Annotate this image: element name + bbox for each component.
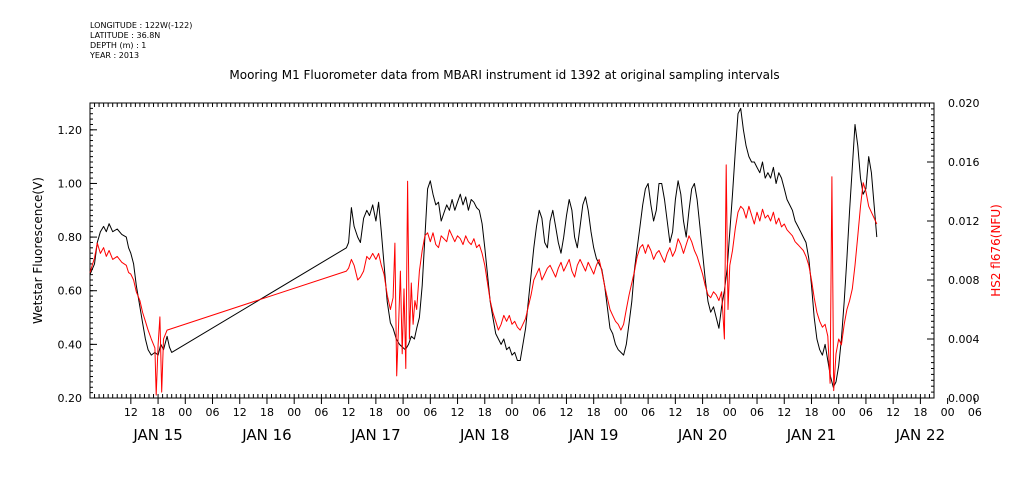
x-tick-label: 00 <box>505 406 519 419</box>
longitude-text: LONGITUDE : 122W(-122) <box>90 21 193 30</box>
y-left-tick-label: 0.40 <box>58 338 83 351</box>
y-right-tick-label: 0.000 <box>948 392 980 405</box>
x-tick-label: 12 <box>668 406 682 419</box>
x-tick-label: 00 <box>287 406 301 419</box>
y-right-axis-label: HS2 fl676(NFU) <box>989 204 1003 297</box>
x-day-label: JAN 21 <box>786 426 837 444</box>
chart-series <box>89 107 878 396</box>
series-line-wetstar <box>89 107 878 388</box>
x-day-label: JAN 15 <box>132 426 183 444</box>
x-tick-label: 00 <box>614 406 628 419</box>
x-tick-label: 18 <box>696 406 710 419</box>
year-text: YEAR : 2013 <box>90 51 140 60</box>
x-day-label: JAN 19 <box>568 426 619 444</box>
x-tick-label: 18 <box>804 406 818 419</box>
x-day-label: JAN 16 <box>241 426 292 444</box>
x-tick-label: 12 <box>559 406 573 419</box>
chart-labels: 12 18 00 06 12 18 00 06 12 18 00 06 12 18 00 06 12 18 00 06… <box>31 97 1003 444</box>
x-tick-label: 18 <box>913 406 927 419</box>
x-tick-label: 06 <box>423 406 437 419</box>
latitude-text: LATITUDE : 36.8N <box>90 31 161 40</box>
x-tick-label: 18 <box>369 406 383 419</box>
x-tick-label: 12 <box>451 406 465 419</box>
y-left-tick-label: 1.00 <box>58 177 83 190</box>
x-tick-label: 12 <box>233 406 247 419</box>
x-tick-label: 06 <box>206 406 220 419</box>
x-day-label: JAN 18 <box>459 426 510 444</box>
y-right-tick-label: 0.020 <box>948 97 980 110</box>
x-tick-label: 12 <box>124 406 138 419</box>
depth-text: DEPTH (m) : 1 <box>90 41 147 50</box>
y-left-axis-label: Wetstar Fluorescence(V) <box>31 177 45 324</box>
y-right-tick-label: 0.016 <box>948 156 980 169</box>
x-tick-label: 12 <box>342 406 356 419</box>
chart-axes <box>89 102 976 404</box>
x-tick-label: 00 <box>178 406 192 419</box>
x-tick-label: 18 <box>260 406 274 419</box>
x-tick-label: 00 <box>832 406 846 419</box>
y-left-tick-label: 0.20 <box>58 392 83 405</box>
x-tick-label: 06 <box>968 406 982 419</box>
x-day-label: JAN 22 <box>895 426 946 444</box>
x-tick-label: 18 <box>478 406 492 419</box>
x-tick-label: 00 <box>941 406 955 419</box>
x-tick-label: 00 <box>723 406 737 419</box>
x-tick-label: 06 <box>750 406 764 419</box>
x-tick-label: 12 <box>777 406 791 419</box>
metadata-block: LONGITUDE : 122W(-122) LATITUDE : 36.8N … <box>90 21 192 61</box>
x-tick-label: 06 <box>641 406 655 419</box>
y-right-tick-label: 0.012 <box>948 215 980 228</box>
y-right-tick-label: 0.004 <box>948 333 980 346</box>
x-day-label: JAN 17 <box>350 426 401 444</box>
x-tick-label: 18 <box>151 406 165 419</box>
series-line-hs2 <box>89 164 878 396</box>
chart-title: Mooring M1 Fluorometer data from MBARI i… <box>229 68 780 82</box>
x-tick-label: 06 <box>859 406 873 419</box>
y-left-tick-label: 1.20 <box>58 124 83 137</box>
x-tick-label: 06 <box>532 406 546 419</box>
y-right-tick-label: 0.008 <box>948 274 980 287</box>
x-tick-label: 12 <box>886 406 900 419</box>
y-left-tick-label: 0.80 <box>58 231 83 244</box>
x-tick-label: 00 <box>396 406 410 419</box>
x-tick-label: 06 <box>314 406 328 419</box>
x-tick-label: 18 <box>587 406 601 419</box>
y-left-tick-label: 0.60 <box>58 285 83 298</box>
x-day-label: JAN 20 <box>677 426 728 444</box>
